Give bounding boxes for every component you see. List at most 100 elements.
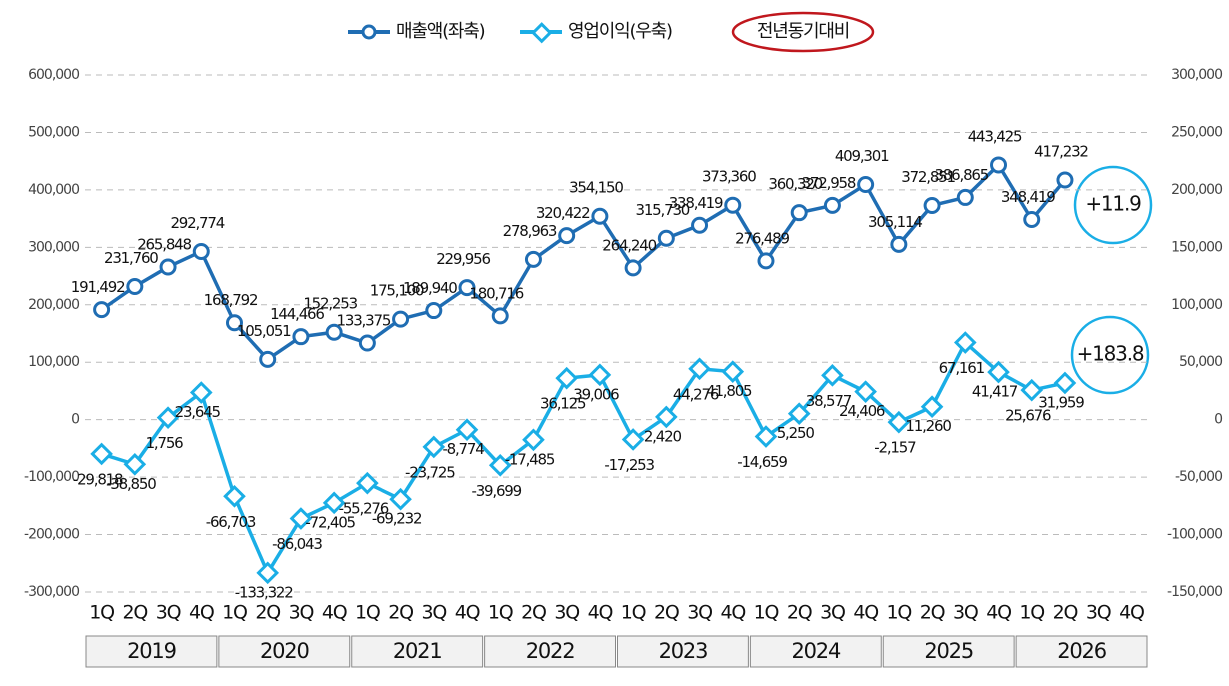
y-tick-label: 600,000 [28,67,79,83]
data-label: 36,125 [540,395,586,413]
data-label: 144,466 [270,305,324,323]
data-label: 372,958 [802,174,856,192]
x-tick-label: 3Q [953,602,978,624]
data-label: -8,774 [442,440,484,458]
data-label: 305,114 [868,213,922,231]
marker [923,196,941,214]
x-tick-label: 1Q [754,602,779,624]
data-label: -14,659 [737,453,787,471]
x-tick-label: 1Q [621,602,646,624]
year-box [351,635,484,668]
marker [259,350,277,368]
data-label: 373,360 [702,168,756,186]
marker [688,357,711,381]
marker [189,381,213,404]
x-tick-label: 3Q [421,602,446,624]
marker [256,561,280,585]
marker [289,507,313,530]
annotation-circle [1073,165,1153,245]
x-tick-label: 2Q [1053,602,1078,624]
year-label: 2019 [127,639,176,663]
marker [854,380,877,403]
marker [93,301,111,319]
legend-label: 매출액(좌축) [396,21,485,42]
marker [757,252,775,270]
marker [823,196,841,214]
data-label: 41,805 [706,382,752,400]
data-label: 31,959 [1038,393,1084,411]
marker [422,435,446,459]
data-label: 180,716 [469,284,523,302]
x-tick-label: 3Q [554,602,579,624]
x-tick-label: 4Q [986,602,1011,624]
data-label: -133,322 [235,583,293,601]
year-box [749,635,882,668]
marker [455,418,479,442]
legend-note: 전년동기대비 [757,21,849,42]
data-label: 2,420 [644,427,682,445]
marker [126,278,144,296]
data-label: 278,963 [503,222,557,240]
data-label: 229,956 [436,250,490,268]
data-label: -39,699 [471,482,521,500]
y2-tick-label: 250,000 [1171,124,1222,140]
marker [956,188,974,206]
data-label: -86,043 [272,535,322,553]
x-tick-label: 4Q [588,602,613,624]
data-label: 175,100 [370,282,424,300]
data-label: 292,774 [170,214,224,232]
data-label: 44,276 [673,385,719,403]
data-label: 24,406 [839,402,885,420]
y-tick-label: 100,000 [28,354,79,370]
marker [953,331,977,354]
marker [657,229,675,247]
marker [987,360,1010,384]
y-tick-label: -100,000 [24,469,79,485]
marker [192,242,210,260]
data-label: 168,792 [204,291,258,309]
x-tick-label: 3Q [687,602,712,624]
marker [821,364,844,387]
data-label: 152,253 [303,295,357,313]
x-tick-label: 1Q [488,602,513,624]
marker [491,307,509,325]
marker [524,250,542,268]
year-label: 2023 [659,639,708,663]
series-line [101,339,1066,577]
annotation-circle [1070,315,1150,395]
year-box [882,635,1015,668]
y2-tick-label: 150,000 [1171,239,1222,255]
marker [322,491,346,515]
marker [721,360,745,383]
marker [325,323,343,341]
data-label: -72,405 [305,513,355,531]
marker [621,428,645,451]
x-tick-label: 3Q [820,602,845,624]
marker [555,366,578,390]
data-label: 443,425 [968,127,1022,145]
data-label: 189,940 [403,279,457,297]
data-label: 265,848 [137,235,191,253]
data-label: 264,240 [602,236,656,254]
x-tick-label: 2Q [920,602,945,624]
x-tick-label: 3Q [289,602,314,624]
marker [123,452,147,476]
marker [159,258,177,276]
data-label: 354,150 [569,179,623,197]
data-label: 320,422 [536,204,590,222]
marker [990,156,1008,174]
data-label: 372,851 [901,168,955,186]
marker [358,334,376,352]
annotation: +11.9 [1085,192,1141,216]
y-tick-label: 200,000 [28,297,79,313]
data-label: -23,725 [405,463,455,481]
y2-tick-label: -100,000 [1167,527,1222,543]
year-label: 2020 [260,639,309,663]
x-tick-label: 3Q [156,602,181,624]
x-tick-label: 4Q [853,602,878,624]
marker [292,328,310,346]
legend-label: 영업이익(우축) [568,21,672,42]
marker [425,302,443,320]
y-tick-label: -200,000 [24,527,79,543]
data-label: -38,850 [106,475,156,493]
